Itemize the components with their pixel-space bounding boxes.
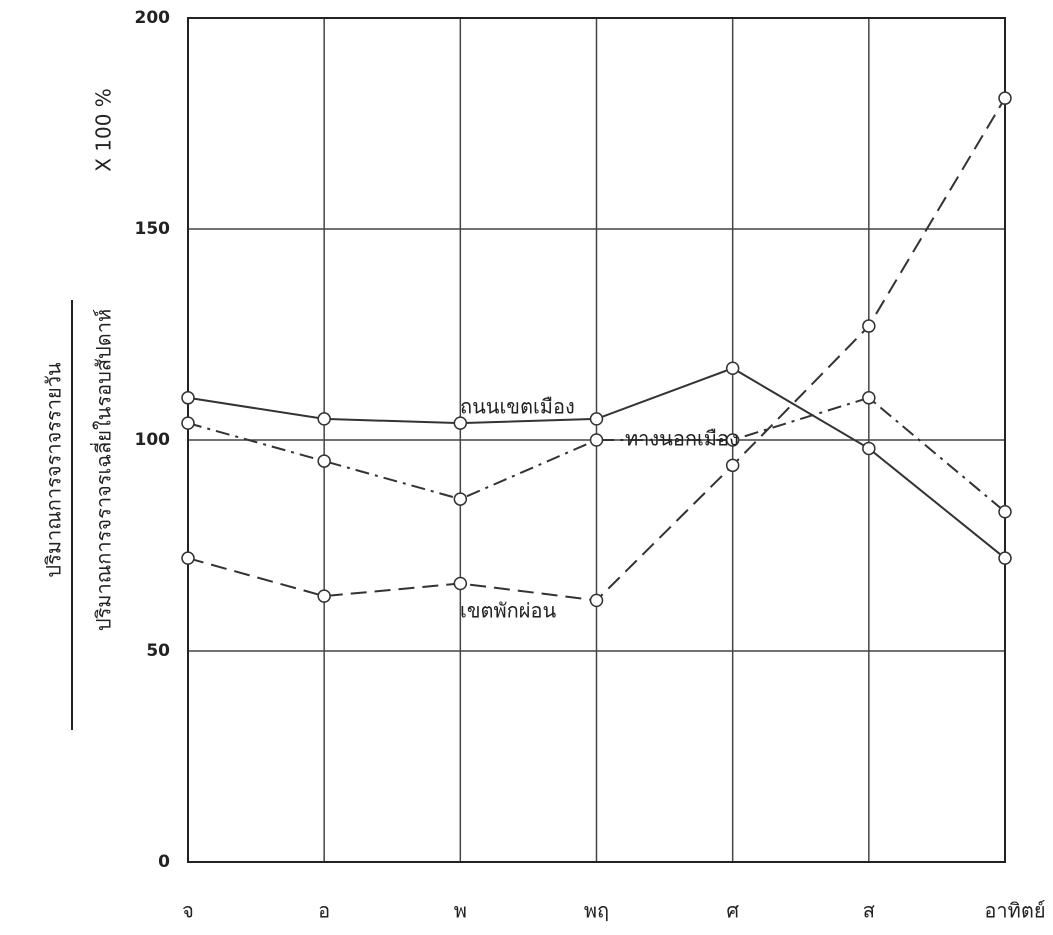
y-label-denominator-group: ปริมาณการจราจรเฉลี่ยในรอบสัปดาห์ — [90, 309, 116, 631]
point — [182, 552, 194, 564]
point — [318, 590, 330, 602]
y-tick-label: 150 — [135, 219, 171, 239]
point — [454, 493, 466, 505]
point — [182, 417, 194, 429]
series-label: ถนนเขตเมือง — [460, 395, 575, 419]
x-tick-label: ศ — [726, 899, 739, 923]
y-tick-label: 0 — [158, 852, 170, 872]
x-tick-label: พ — [454, 899, 467, 923]
series-label: ทางนอกเมือง — [625, 427, 739, 451]
point — [182, 392, 194, 404]
x-tick-label: อาทิตย์ — [984, 899, 1045, 923]
y-label-factor-group: X 100 % — [92, 88, 116, 172]
point — [727, 459, 739, 471]
x-tick-label: จ — [182, 899, 194, 923]
y-tick-label: 100 — [135, 430, 171, 450]
point — [863, 442, 875, 454]
y-tick-label: 50 — [146, 641, 170, 661]
point — [318, 455, 330, 467]
point — [863, 320, 875, 332]
y-tick-label: 200 — [135, 8, 171, 28]
point — [999, 506, 1011, 518]
x-tick-label: พฤ — [584, 899, 609, 923]
point — [454, 417, 466, 429]
x-tick-label: ส — [863, 899, 875, 923]
point — [454, 577, 466, 589]
point — [727, 362, 739, 374]
series-label: เขตพักผ่อน — [460, 599, 557, 623]
chart: ปริมาณการจราจรรายวัน ปริมาณการจราจรเฉลี่… — [0, 0, 1053, 935]
point — [999, 92, 1011, 104]
point — [863, 392, 875, 404]
page: ปริมาณการจราจรรายวัน ปริมาณการจราจรเฉลี่… — [0, 0, 1053, 935]
y-label-factor: X 100 % — [92, 88, 116, 172]
point — [591, 594, 603, 606]
y-label-numerator-group: ปริมาณการจราจรรายวัน — [42, 362, 66, 578]
y-label-denominator: ปริมาณการจราจรเฉลี่ยในรอบสัปดาห์ — [90, 309, 116, 631]
point — [591, 413, 603, 425]
x-tick-label: อ — [318, 899, 330, 923]
point — [591, 434, 603, 446]
point — [999, 552, 1011, 564]
y-label-numerator: ปริมาณการจราจรรายวัน — [42, 362, 66, 578]
point — [318, 413, 330, 425]
